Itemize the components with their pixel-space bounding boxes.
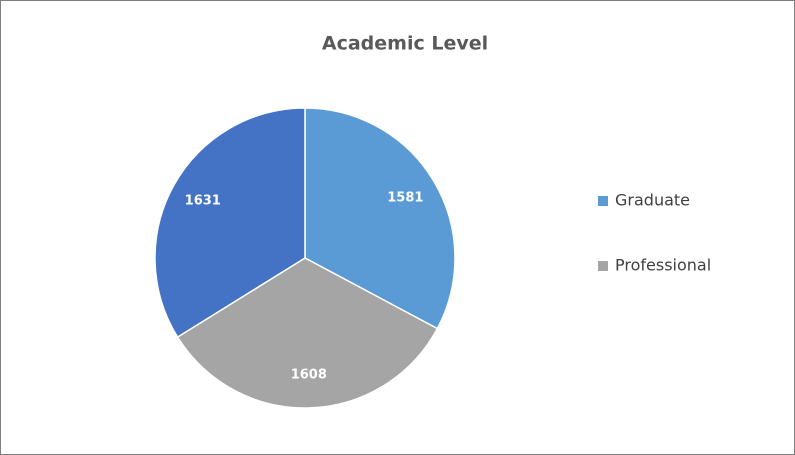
legend-swatch bbox=[598, 261, 608, 271]
pie-slice bbox=[304, 107, 456, 330]
data-label: 1581 bbox=[387, 190, 423, 205]
legend-swatch bbox=[598, 196, 608, 206]
pie-slice bbox=[154, 107, 306, 339]
legend-label: Graduate bbox=[615, 191, 690, 210]
data-label: 1608 bbox=[291, 367, 327, 382]
legend-label: Professional bbox=[615, 256, 711, 275]
data-label: 1631 bbox=[185, 194, 221, 209]
chart-title: Academic Level bbox=[322, 33, 488, 55]
pie-slice bbox=[176, 257, 439, 409]
